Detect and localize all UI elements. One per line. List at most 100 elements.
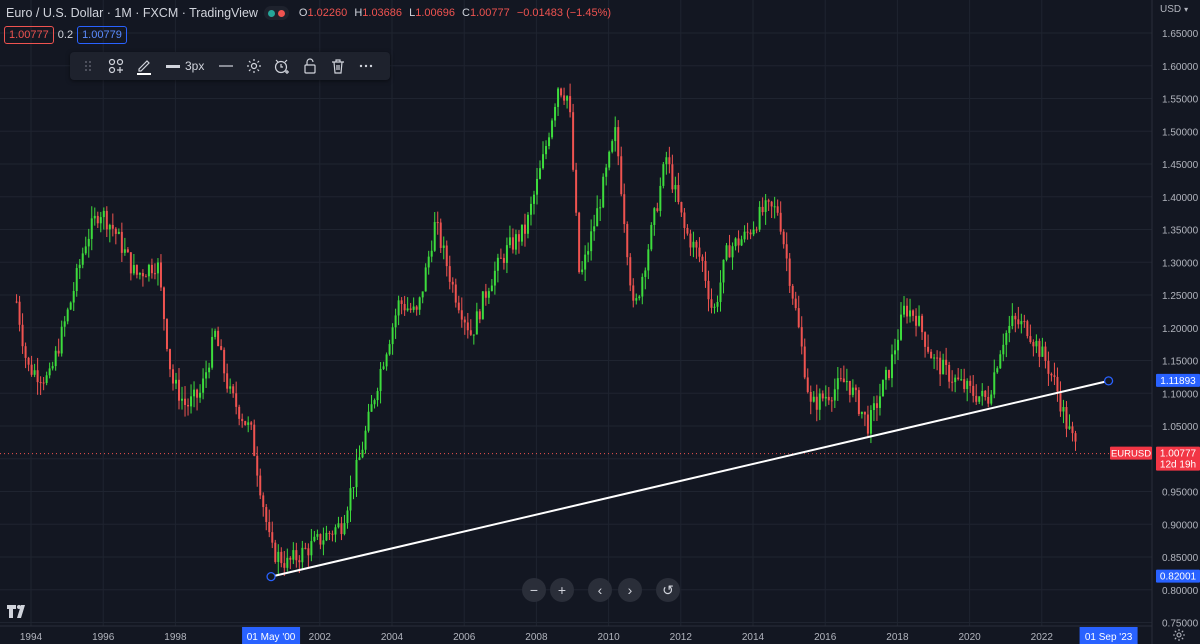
candle-down xyxy=(797,308,800,328)
settings-icon[interactable] xyxy=(240,54,268,78)
candle-up xyxy=(391,327,394,345)
candle-down xyxy=(298,560,301,563)
candle-up xyxy=(508,237,511,246)
candle-down xyxy=(129,252,132,274)
zoom-in-button[interactable]: + xyxy=(550,578,574,602)
candle-down xyxy=(848,380,851,395)
candle-up xyxy=(481,291,484,320)
price-label-text: 0.82001 xyxy=(1160,572,1197,583)
candle-down xyxy=(875,403,878,408)
drag-handle-icon[interactable] xyxy=(74,54,102,78)
candle-down xyxy=(436,222,439,224)
candle-down xyxy=(250,422,253,425)
candle-down xyxy=(737,238,740,246)
lock-icon[interactable] xyxy=(296,54,324,78)
candle-down xyxy=(761,206,764,213)
change-value: −0.01483 (−1.45%) xyxy=(516,7,612,19)
candle-up xyxy=(605,167,608,177)
candle-down xyxy=(457,302,460,311)
candle-down xyxy=(704,260,707,281)
candle-up xyxy=(99,217,102,224)
candle-down xyxy=(921,315,924,333)
candle-down xyxy=(686,227,689,234)
candle-up xyxy=(277,551,280,562)
time-label: 01 May '00 xyxy=(247,632,296,643)
candle-up xyxy=(890,354,893,379)
candle-up xyxy=(48,368,51,376)
candle-down xyxy=(707,280,710,300)
candle-up xyxy=(1068,426,1071,429)
candle-up xyxy=(199,392,202,398)
trend-line[interactable] xyxy=(270,379,1109,578)
candle-up xyxy=(352,487,355,489)
candle-down xyxy=(915,315,918,326)
candle-up xyxy=(102,210,105,218)
candle-down xyxy=(256,455,259,476)
add-template-icon[interactable] xyxy=(102,54,130,78)
symbol-title: Euro / U.S. Dollar · 1M · FXCM · Trading… xyxy=(6,6,258,20)
candle-down xyxy=(677,185,680,203)
sell-price-button[interactable]: 1.00777 xyxy=(4,26,54,44)
candle-up xyxy=(548,137,551,147)
alert-icon[interactable] xyxy=(268,54,296,78)
candle-down xyxy=(906,305,909,317)
candle-down xyxy=(936,357,939,359)
candle-down xyxy=(259,475,262,496)
candle-down xyxy=(939,357,942,375)
price-label-last xyxy=(1156,446,1200,471)
more-icon[interactable] xyxy=(352,54,380,78)
trendline-end-handle[interactable] xyxy=(1103,376,1114,386)
price-axis[interactable] xyxy=(1152,0,1200,644)
zoom-out-button[interactable]: − xyxy=(522,578,546,602)
scroll-right-button[interactable]: › xyxy=(618,578,642,602)
delete-icon[interactable] xyxy=(324,54,352,78)
line-width-button[interactable]: 3px xyxy=(158,59,212,73)
trendline-start-handle[interactable] xyxy=(266,571,276,582)
price-label-trend-start xyxy=(1156,569,1200,583)
price-tick-label: 1.35000 xyxy=(1162,226,1199,237)
candle-up xyxy=(954,377,957,383)
tradingview-logo-icon[interactable] xyxy=(6,602,30,620)
candle-down xyxy=(466,322,469,331)
candle-up xyxy=(117,231,120,234)
price-tick-label: 1.40000 xyxy=(1162,193,1199,204)
candle-up xyxy=(743,231,746,240)
line-style-icon[interactable] xyxy=(212,54,240,78)
scroll-left-button[interactable]: ‹ xyxy=(588,578,612,602)
candle-down xyxy=(105,210,108,230)
currency-selector[interactable]: USD ▾ xyxy=(1160,4,1189,15)
minus-icon: − xyxy=(529,582,539,598)
candle-up xyxy=(367,411,370,431)
settings-gear-icon[interactable] xyxy=(1172,628,1186,642)
buy-price-button[interactable]: 1.00779 xyxy=(77,26,127,44)
candle-up xyxy=(72,290,75,303)
candle-up xyxy=(123,249,126,253)
candle-down xyxy=(1074,433,1077,442)
candle-up xyxy=(60,326,63,354)
candle-down xyxy=(1038,340,1041,357)
candle-up xyxy=(674,185,677,190)
candle-down xyxy=(265,507,268,523)
candle-up xyxy=(557,88,560,107)
candle-down xyxy=(460,310,463,320)
candle-down xyxy=(159,262,162,288)
candle-down xyxy=(620,156,623,195)
candle-down xyxy=(969,380,972,386)
candle-down xyxy=(572,112,575,170)
candle-up xyxy=(496,257,499,271)
symbol-tag-label: EURUSD xyxy=(1111,449,1151,460)
candle-up xyxy=(764,200,767,213)
reset-chart-button[interactable]: ↺ xyxy=(656,578,680,602)
eye-off-icon xyxy=(277,9,285,17)
candle-up xyxy=(301,547,304,563)
pencil-icon[interactable] xyxy=(130,54,158,78)
candle-up xyxy=(638,296,641,299)
candle-up xyxy=(310,541,313,556)
candle-up xyxy=(147,264,150,277)
visibility-toggle[interactable] xyxy=(263,6,289,20)
candle-up xyxy=(942,359,945,375)
price-tick-label: 1.30000 xyxy=(1162,258,1199,269)
price-tick-label: 0.75000 xyxy=(1162,619,1199,630)
